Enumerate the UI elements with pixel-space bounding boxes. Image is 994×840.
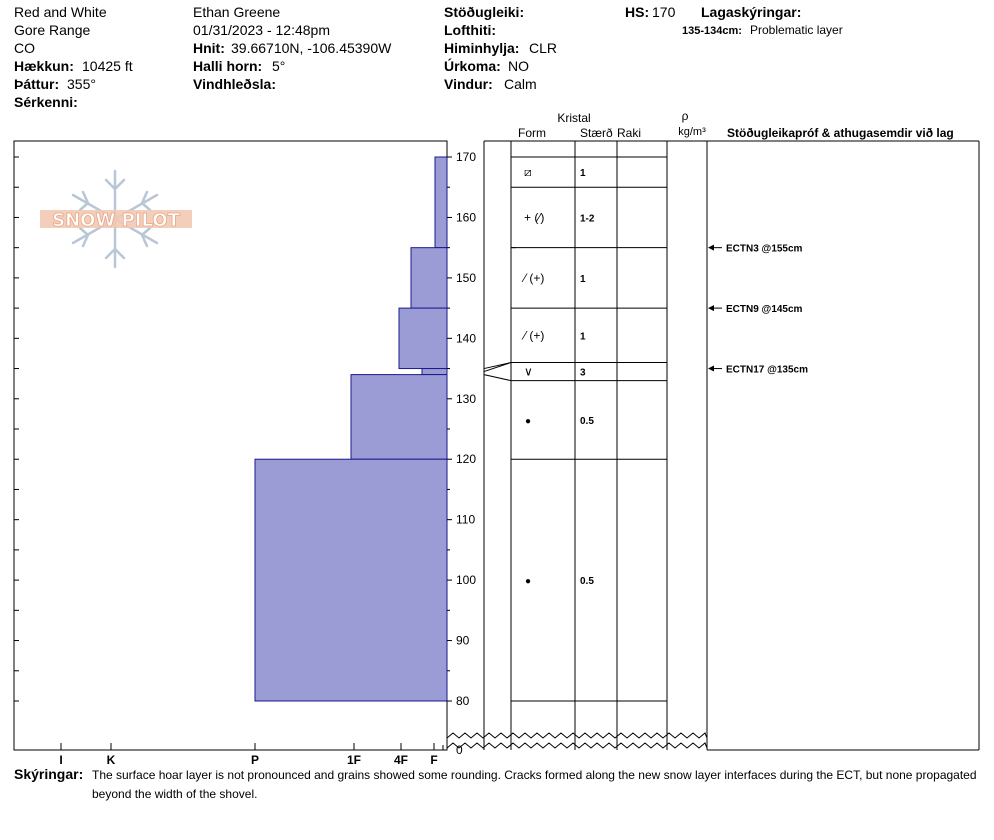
grain-size: 0.5 xyxy=(580,416,594,427)
grain-form: ∨ xyxy=(524,365,533,379)
tests-header: Stöðugleikapróf & athugasemdir við lag xyxy=(727,126,954,140)
rho-header: ρ xyxy=(682,109,689,123)
layer-note-text: Problematic layer xyxy=(750,23,843,37)
aspect-label: Þáttur: xyxy=(14,76,59,92)
grain-size: 1 xyxy=(580,168,586,179)
stability-label: Stöðugleiki: xyxy=(444,4,524,20)
precip-label: Úrkoma: xyxy=(444,57,501,74)
slope-value: 5° xyxy=(272,58,285,74)
mountain-range: Gore Range xyxy=(14,22,90,38)
comments: Skýringar: The surface hoar layer is not… xyxy=(14,766,977,801)
crystal-header: Kristal xyxy=(557,111,590,125)
wind-value: Calm xyxy=(504,76,537,92)
grain-size: 1 xyxy=(580,331,586,342)
height-axis: 170 160 150 140 130 120 110 100 90 80 0 xyxy=(447,150,476,757)
height-tick-label: 90 xyxy=(456,634,470,648)
height-tick-label: 120 xyxy=(456,452,476,466)
axis-break-zigzag xyxy=(446,742,708,749)
height-tick-label: 170 xyxy=(456,150,476,164)
grain-form: ⁄ (+) xyxy=(521,328,544,342)
layer-connector xyxy=(483,374,512,382)
comments-label: Skýringar: xyxy=(14,766,83,782)
comments-line-1: The surface hoar layer is not pronounced… xyxy=(92,768,977,782)
hardness-chart: I K P 1F 4F F xyxy=(13,140,448,767)
hardness-tick-label: K xyxy=(107,753,116,767)
hardness-bar xyxy=(421,368,448,376)
sky-value: CLR xyxy=(529,40,557,56)
grain-size: 3 xyxy=(580,368,586,379)
wind-label: Vindur: xyxy=(444,76,493,92)
axis-break-zigzag xyxy=(446,732,708,739)
size-header: Stærð xyxy=(580,126,613,140)
moisture-header: Raki xyxy=(617,126,641,140)
sky-label: Himinhylja: xyxy=(444,40,519,56)
location-name: Red and White xyxy=(14,4,107,20)
snowpilot-logo: SNOW PILOT xyxy=(40,169,192,269)
hardness-bar xyxy=(254,458,448,702)
grain-table: Kristal Form Stærð Raki ρ kg/m³ Stöðugle… xyxy=(446,109,980,751)
stability-test-label: ECTN17 @135cm xyxy=(726,365,808,376)
coords-label: Hnit: xyxy=(193,40,225,56)
grain-size: 1 xyxy=(580,274,586,285)
arrow-left-icon xyxy=(708,244,714,251)
height-tick-label: 160 xyxy=(456,210,476,224)
hardness-tick-label: 4F xyxy=(394,753,408,767)
wind-loading-label: Vindhleðsla: xyxy=(193,76,276,92)
hardness-tick-label: I xyxy=(59,753,62,767)
height-tick-label: 140 xyxy=(456,331,476,345)
observer-name: Ethan Greene xyxy=(193,4,280,20)
hardness-bar xyxy=(350,374,448,460)
stability-test-label: ECTN9 @145cm xyxy=(726,304,803,315)
layer-connector xyxy=(483,362,512,370)
hardness-bar xyxy=(398,307,448,370)
density-unit-header: kg/m³ xyxy=(678,126,706,138)
comments-line-2: beyond the width of the shovel. xyxy=(92,787,257,801)
arrow-left-icon xyxy=(708,365,714,372)
form-header: Form xyxy=(518,126,546,140)
hardness-tick-label: F xyxy=(430,753,437,767)
elevation-value: 10425 ft xyxy=(82,58,133,74)
arrow-left-icon xyxy=(708,305,714,312)
grain-form: + (⁄) xyxy=(524,210,544,224)
grain-form: ⁄ (+) xyxy=(521,271,544,285)
hardness-bar xyxy=(410,247,448,309)
height-tick-label: 130 xyxy=(456,392,476,406)
coords-value: 39.66710N, -106.45390W xyxy=(231,40,392,56)
elevation-label: Hækkun: xyxy=(14,58,74,74)
precip-value: NO xyxy=(508,58,529,74)
grain-form: ● xyxy=(525,576,531,587)
slope-label: Halli horn: xyxy=(193,58,262,74)
hs-value: 170 xyxy=(652,4,676,20)
hs-label: HS: xyxy=(625,4,649,20)
hardness-bar xyxy=(434,156,448,249)
grain-form: ⧄ xyxy=(524,165,532,179)
height-tick-label: 80 xyxy=(456,694,470,708)
header: Red and White Gore Range CO Hækkun: 1042… xyxy=(14,4,843,110)
observation-datetime: 01/31/2023 - 12:48pm xyxy=(193,22,330,38)
hardness-tick-label: P xyxy=(251,753,259,767)
height-tick-label: 100 xyxy=(456,573,476,587)
grain-size: 1-2 xyxy=(580,213,595,224)
height-tick-label: 150 xyxy=(456,271,476,285)
aspect-value: 355° xyxy=(67,76,96,92)
stability-test-label: ECTN3 @155cm xyxy=(726,244,803,255)
layer-notes-label: Lagaskýringar: xyxy=(701,4,801,20)
grain-size: 0.5 xyxy=(580,576,594,587)
features-label: Sérkenni: xyxy=(14,94,78,110)
state: CO xyxy=(14,40,35,56)
height-tick-label: 0 xyxy=(456,743,463,757)
height-tick-label: 110 xyxy=(456,513,475,527)
layer-note-range: 135-134cm: xyxy=(682,25,742,37)
logo-wordmark: SNOW PILOT xyxy=(52,210,180,231)
grain-form: ● xyxy=(525,416,531,427)
hardness-tick-label: 1F xyxy=(347,753,361,767)
air-temp-label: Lofthiti: xyxy=(444,22,496,38)
